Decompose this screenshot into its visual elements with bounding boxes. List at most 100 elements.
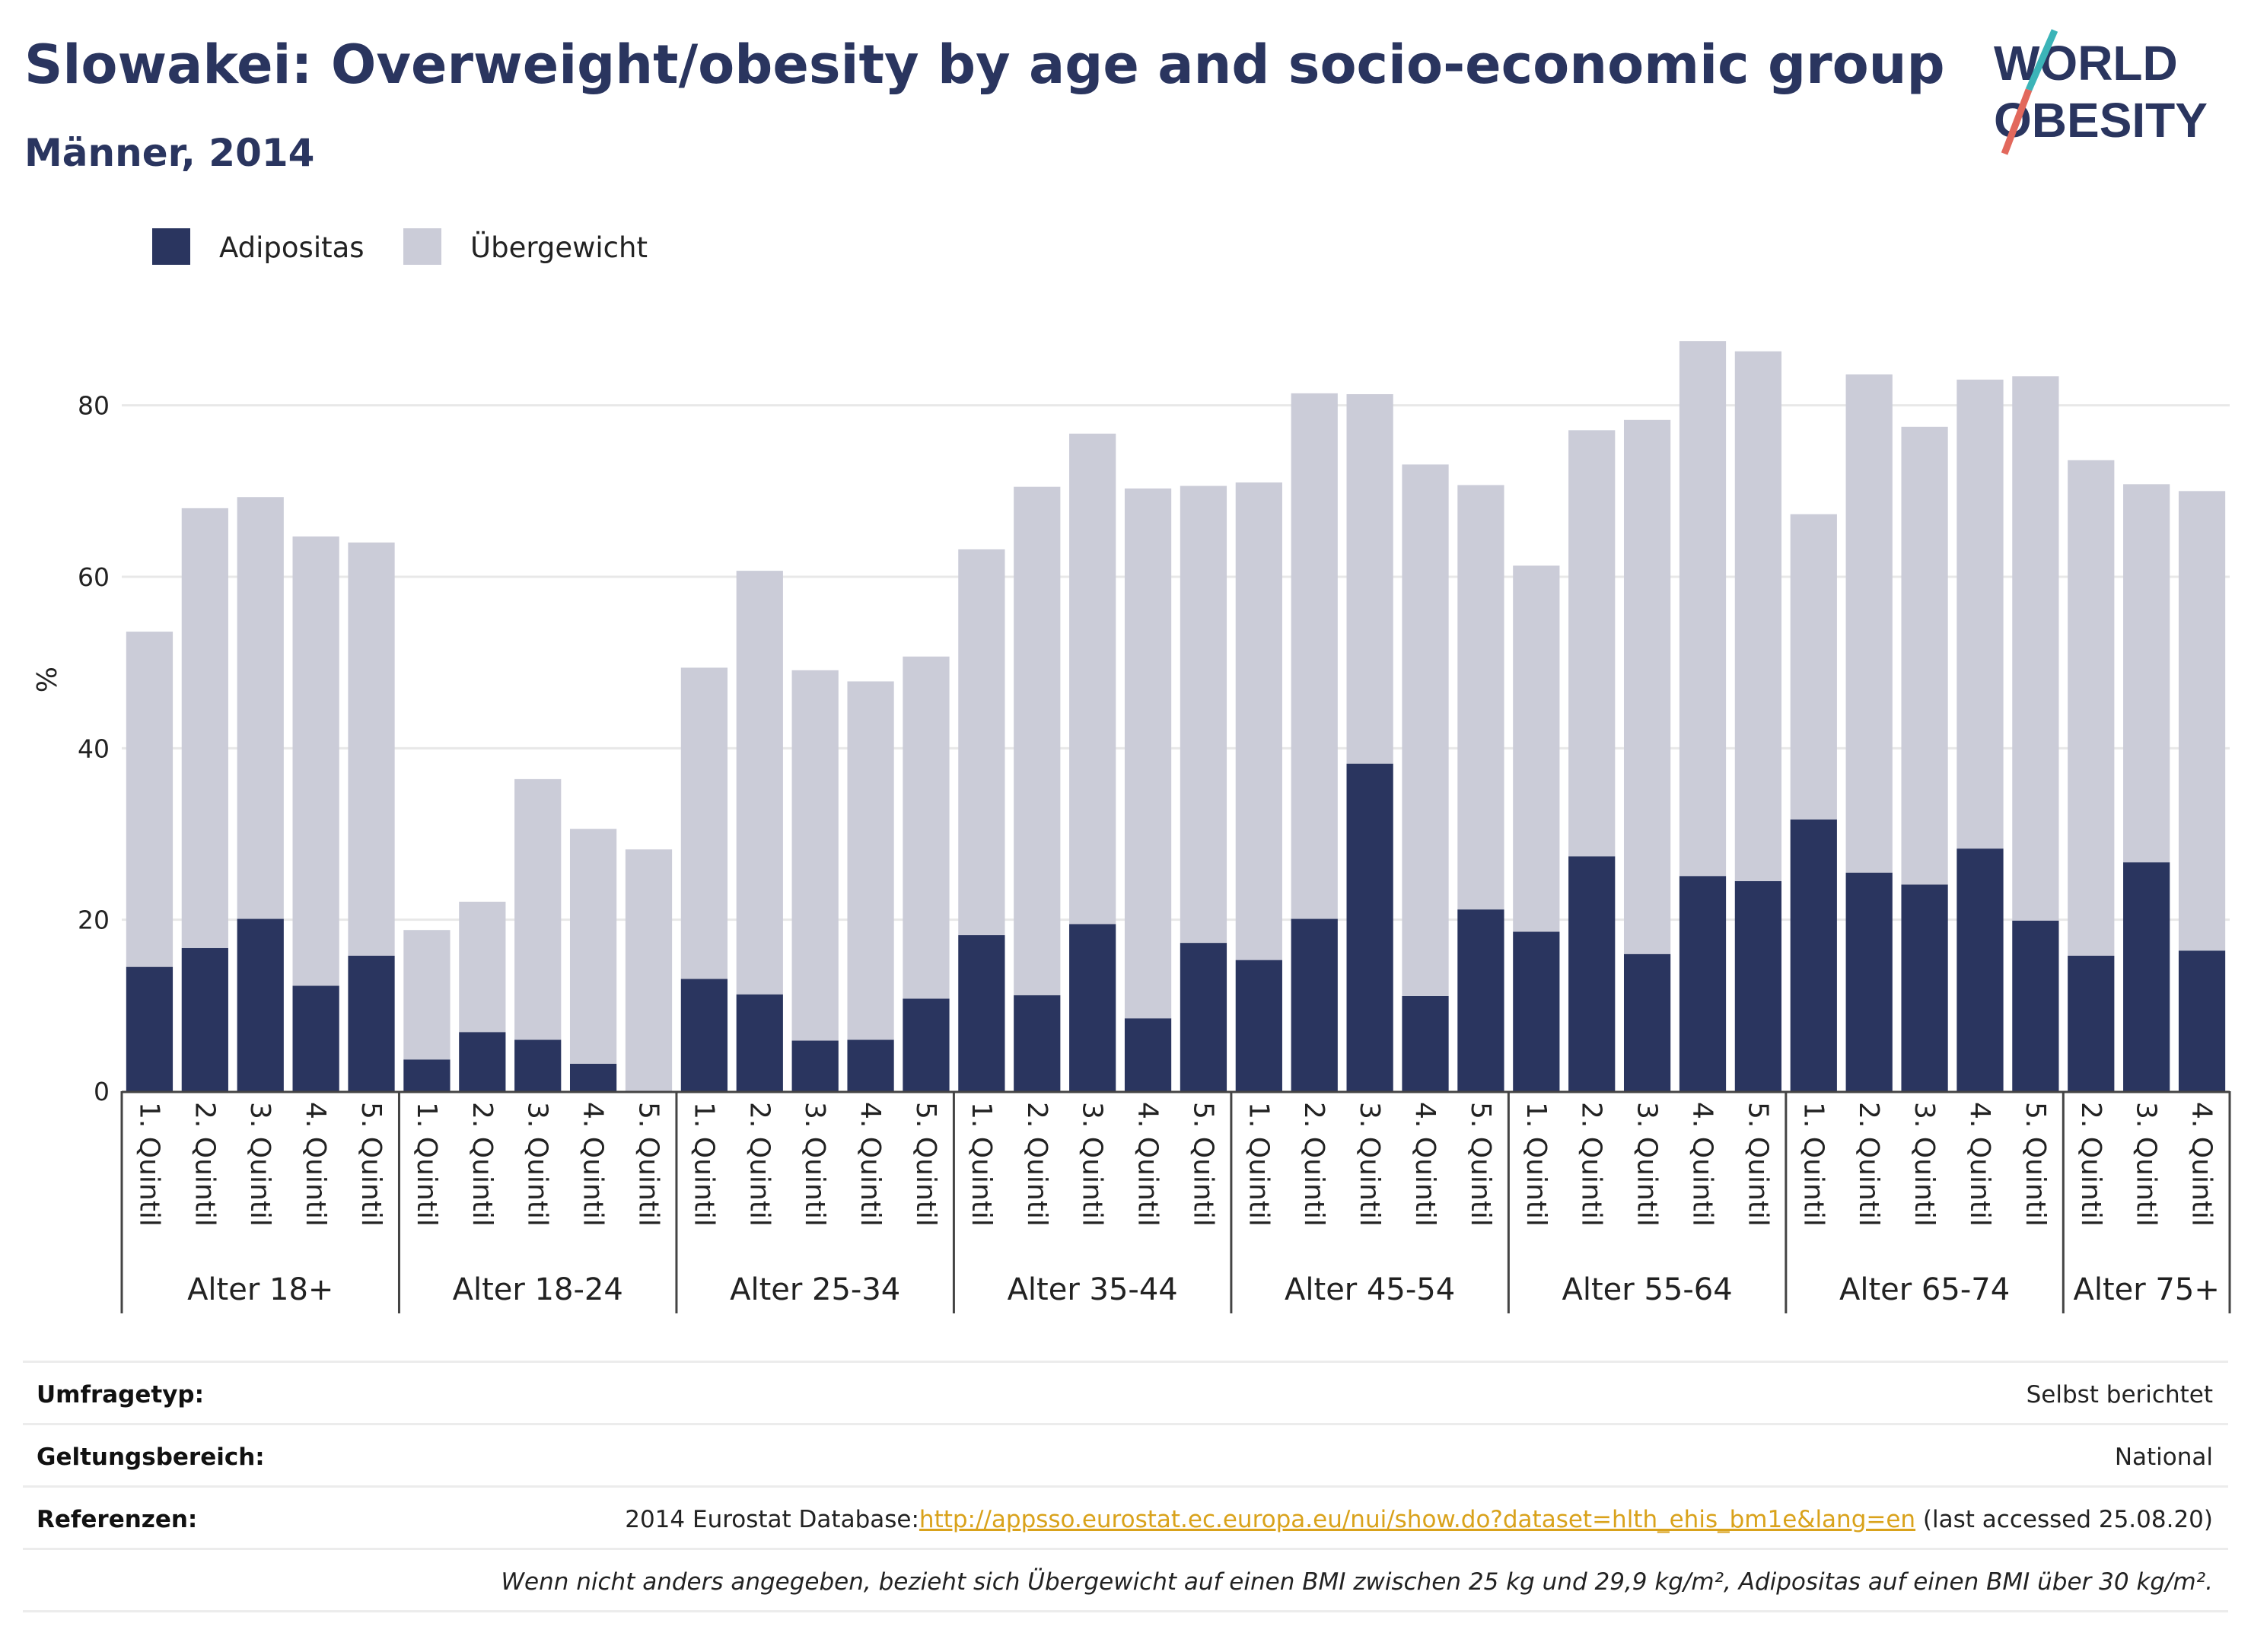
x-tick-label: 1. Quintil bbox=[1520, 1102, 1552, 1227]
bar-overweight bbox=[1623, 419, 1671, 954]
bar-overweight bbox=[1679, 341, 1727, 877]
x-tick-label: 5. Quintil bbox=[355, 1102, 387, 1227]
footer-row-references: Referenzen: 2014 Eurostat Database:http:… bbox=[23, 1485, 2228, 1548]
y-axis-label: % bbox=[32, 667, 63, 692]
bar-obesity bbox=[1901, 884, 1948, 1091]
bar-overweight bbox=[1291, 393, 1338, 919]
x-tick-label: 1. Quintil bbox=[1243, 1102, 1274, 1227]
x-tick-label: 1. Quintil bbox=[966, 1102, 997, 1227]
x-tick-label: 3. Quintil bbox=[799, 1102, 830, 1227]
group-label: Alter 45-54 bbox=[1285, 1272, 1455, 1307]
x-tick-label: 2. Quintil bbox=[2075, 1102, 2106, 1227]
footer-row-scope: Geltungsbereich: National bbox=[23, 1423, 2228, 1485]
x-tick-label: 2. Quintil bbox=[743, 1102, 775, 1227]
x-tick-label: 1. Quintil bbox=[411, 1102, 442, 1227]
definition-note: Wenn nicht anders angegeben, bezieht sic… bbox=[501, 1568, 2213, 1596]
bar-obesity bbox=[1014, 995, 1061, 1091]
bar-overweight bbox=[2123, 484, 2170, 863]
bar-overweight bbox=[1014, 486, 1061, 995]
bar-obesity bbox=[1291, 918, 1338, 1091]
x-tick-label: 2. Quintil bbox=[1853, 1102, 1884, 1227]
bar-obesity bbox=[348, 955, 395, 1091]
bar-overweight bbox=[292, 536, 339, 986]
legend-swatch-overweight bbox=[403, 228, 441, 265]
x-tick-label: 4. Quintil bbox=[1687, 1102, 1718, 1227]
x-tick-label: 1. Quintil bbox=[1797, 1102, 1829, 1227]
bar-obesity bbox=[514, 1039, 562, 1091]
y-tick-label: 40 bbox=[78, 734, 110, 763]
x-tick-label: 3. Quintil bbox=[522, 1102, 553, 1227]
legend-swatch-obesity bbox=[152, 228, 190, 265]
bar-overweight bbox=[1346, 394, 1393, 764]
bar-obesity bbox=[1734, 880, 1782, 1091]
bar-overweight bbox=[181, 508, 228, 948]
footer-row-survey: Umfragetyp: Selbst berichtet bbox=[23, 1361, 2228, 1423]
x-tick-label: 1. Quintil bbox=[688, 1102, 719, 1227]
chart-subtitle: Männer, 2014 bbox=[24, 131, 315, 175]
x-tick-label: 1. Quintil bbox=[133, 1102, 164, 1227]
group-label: Alter 55-64 bbox=[1562, 1272, 1733, 1307]
x-tick-label: 3. Quintil bbox=[244, 1102, 275, 1227]
y-tick-label: 60 bbox=[78, 562, 110, 592]
x-tick-label: 5. Quintil bbox=[1187, 1102, 1218, 1227]
bar-obesity bbox=[791, 1040, 839, 1091]
bar-obesity bbox=[181, 947, 228, 1091]
group-label: Alter 18+ bbox=[187, 1272, 333, 1307]
bar-obesity bbox=[1124, 1018, 1172, 1091]
x-tick-label: 5. Quintil bbox=[1742, 1102, 1773, 1227]
bar-obesity bbox=[680, 979, 728, 1091]
x-tick-label: 2. Quintil bbox=[189, 1102, 220, 1227]
reference-link[interactable]: http://appsso.eurostat.ec.europa.eu/nui/… bbox=[919, 1506, 1916, 1533]
x-tick-label: 4. Quintil bbox=[1964, 1102, 1995, 1227]
bar-obesity bbox=[1623, 953, 1671, 1091]
bar-overweight bbox=[1235, 482, 1282, 960]
footer-row-note: Wenn nicht anders angegeben, bezieht sic… bbox=[23, 1548, 2228, 1612]
bar-obesity bbox=[1180, 943, 1227, 1091]
bar-obesity bbox=[1069, 924, 1116, 1091]
bar-overweight bbox=[1734, 351, 1782, 881]
bar-obesity bbox=[237, 918, 284, 1091]
x-tick-label: 4. Quintil bbox=[1132, 1102, 1164, 1227]
reference-source: 2014 Eurostat Database: bbox=[625, 1506, 919, 1533]
bar-overweight bbox=[1845, 374, 1893, 873]
bar-overweight bbox=[625, 849, 673, 1091]
bar-obesity bbox=[736, 994, 783, 1091]
x-tick-label: 4. Quintil bbox=[578, 1102, 609, 1227]
bar-overweight bbox=[1069, 433, 1116, 925]
bar-overweight bbox=[958, 549, 1005, 935]
bar-overweight bbox=[903, 656, 950, 999]
survey-type-label: Umfragetyp: bbox=[37, 1381, 204, 1408]
bar-obesity bbox=[1402, 995, 1449, 1091]
y-tick-label: 20 bbox=[78, 906, 110, 935]
x-tick-label: 4. Quintil bbox=[300, 1102, 331, 1227]
x-tick-label: 2. Quintil bbox=[1298, 1102, 1329, 1227]
bar-obesity bbox=[1845, 872, 1893, 1091]
bar-obesity bbox=[2068, 955, 2115, 1091]
x-tick-label: 5. Quintil bbox=[633, 1102, 664, 1227]
bar-obesity bbox=[126, 966, 174, 1091]
bar-overweight bbox=[459, 902, 506, 1033]
bar-obesity bbox=[569, 1063, 617, 1091]
group-label: Alter 35-44 bbox=[1008, 1272, 1178, 1307]
x-tick-label: 5. Quintil bbox=[910, 1102, 941, 1227]
bar-overweight bbox=[126, 632, 174, 967]
y-tick-label: 0 bbox=[94, 1077, 110, 1106]
x-tick-label: 4. Quintil bbox=[1409, 1102, 1441, 1227]
group-label: Alter 65-74 bbox=[1839, 1272, 2010, 1307]
bar-overweight bbox=[237, 497, 284, 919]
bar-overweight bbox=[569, 829, 617, 1064]
bar-overweight bbox=[2068, 460, 2115, 956]
bar-obesity bbox=[1457, 909, 1504, 1091]
x-tick-label: 2. Quintil bbox=[1576, 1102, 1607, 1227]
bar-overweight bbox=[1513, 565, 1560, 932]
chart-title: Slowakei: Overweight/obesity by age and … bbox=[24, 33, 1945, 96]
bar-obesity bbox=[292, 985, 339, 1091]
logo-text-world: WORLD bbox=[1994, 36, 2178, 91]
y-tick-label: 80 bbox=[78, 391, 110, 421]
bar-overweight bbox=[736, 571, 783, 995]
bar-overweight bbox=[1956, 379, 2004, 849]
x-tick-label: 2. Quintil bbox=[466, 1102, 498, 1227]
x-tick-label: 3. Quintil bbox=[2131, 1102, 2162, 1227]
group-label: Alter 25-34 bbox=[730, 1272, 900, 1307]
bar-overweight bbox=[403, 930, 451, 1060]
